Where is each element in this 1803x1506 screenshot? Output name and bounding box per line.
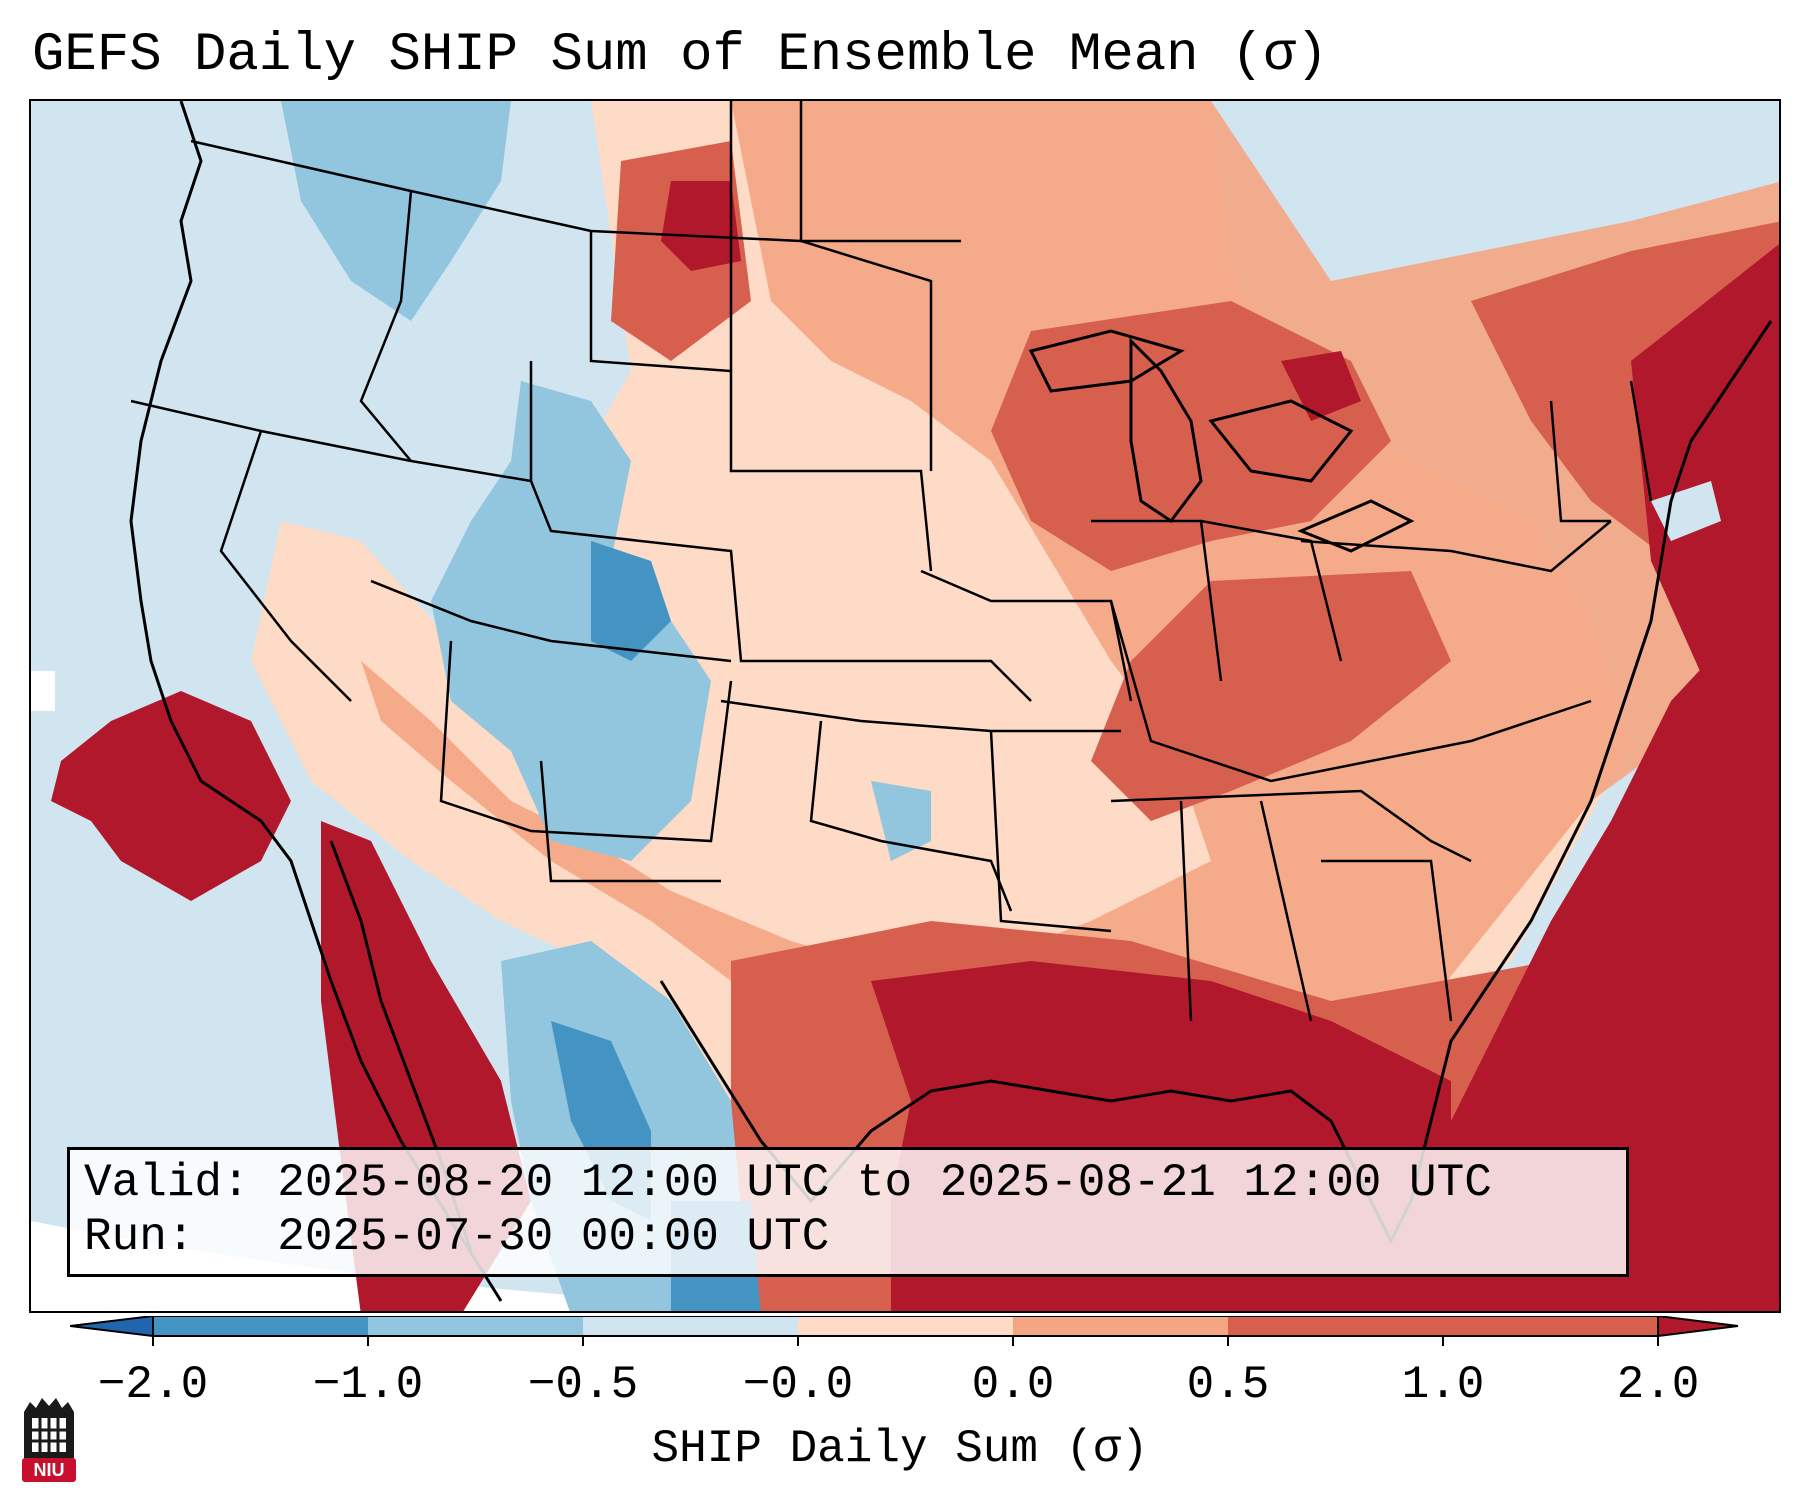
region-moderate-positive [361,101,1779,1141]
region-strong-negative-colorado [591,541,671,661]
chart-title: GEFS Daily SHIP Sum of Ensemble Mean (σ) [32,25,1329,86]
colorbar-tick-label: −2.0 [97,1359,209,1411]
niu-logo: NIU [22,1398,76,1482]
lake-michigan [1129,337,1203,524]
map-panel [29,99,1781,1313]
colorbar [70,1316,1739,1346]
colorbar-extend-high [1657,1316,1739,1338]
region-moderate-negative-northwest [281,101,511,321]
valid-run-info-box: Valid: 2025-08-20 12:00 UTC to 2025-08-2… [67,1147,1629,1277]
lake-huron [1208,399,1354,483]
missing-data-patch [31,671,55,711]
colorbar-segment [798,1316,1013,1336]
lake-superior [1028,329,1185,393]
colorbar-segment [1013,1316,1228,1336]
map-svg [31,101,1779,1311]
region-moderate-negative-rockies [431,381,711,861]
colorbar-segment [583,1316,798,1336]
run-time-line: Run: 2025-07-30 00:00 UTC [84,1211,830,1263]
colorbar-tick-label: 0.5 [1186,1359,1270,1411]
region-near-zero-negative-new-england [1651,481,1721,541]
colorbar-extend-low [70,1316,154,1338]
svg-text:NIU: NIU [34,1460,65,1480]
colorbar-tick-label: −0.5 [527,1359,639,1411]
colorbar-segment [368,1316,583,1336]
region-extreme-positive-pacific [51,691,291,901]
state-borders [130,101,1653,1022]
colorbar-tick-label: 2.0 [1616,1359,1700,1411]
region-high-positive-ohio-valley [1091,571,1451,821]
colorbar-segment [153,1316,368,1336]
valid-time-line: Valid: 2025-08-20 12:00 UTC to 2025-08-2… [84,1157,1492,1209]
colorbar-segment [1228,1316,1443,1336]
colorbar-segment [1443,1316,1658,1336]
colorbar-label: SHIP Daily Sum (σ) [651,1423,1149,1475]
region-extreme-positive-lakes [1281,351,1361,421]
region-extreme-positive-north [661,181,741,271]
pacific-coastline [129,101,503,1302]
colorbar-tick-label: −0.0 [742,1359,854,1411]
region-extreme-positive-atlantic [1411,585,1779,1311]
colorbar-tick-label: 1.0 [1401,1359,1485,1411]
colorbar-tick-label: −1.0 [312,1359,424,1411]
projection-edge [31,1221,820,1311]
colorbar-tick-label: 0.0 [971,1359,1055,1411]
